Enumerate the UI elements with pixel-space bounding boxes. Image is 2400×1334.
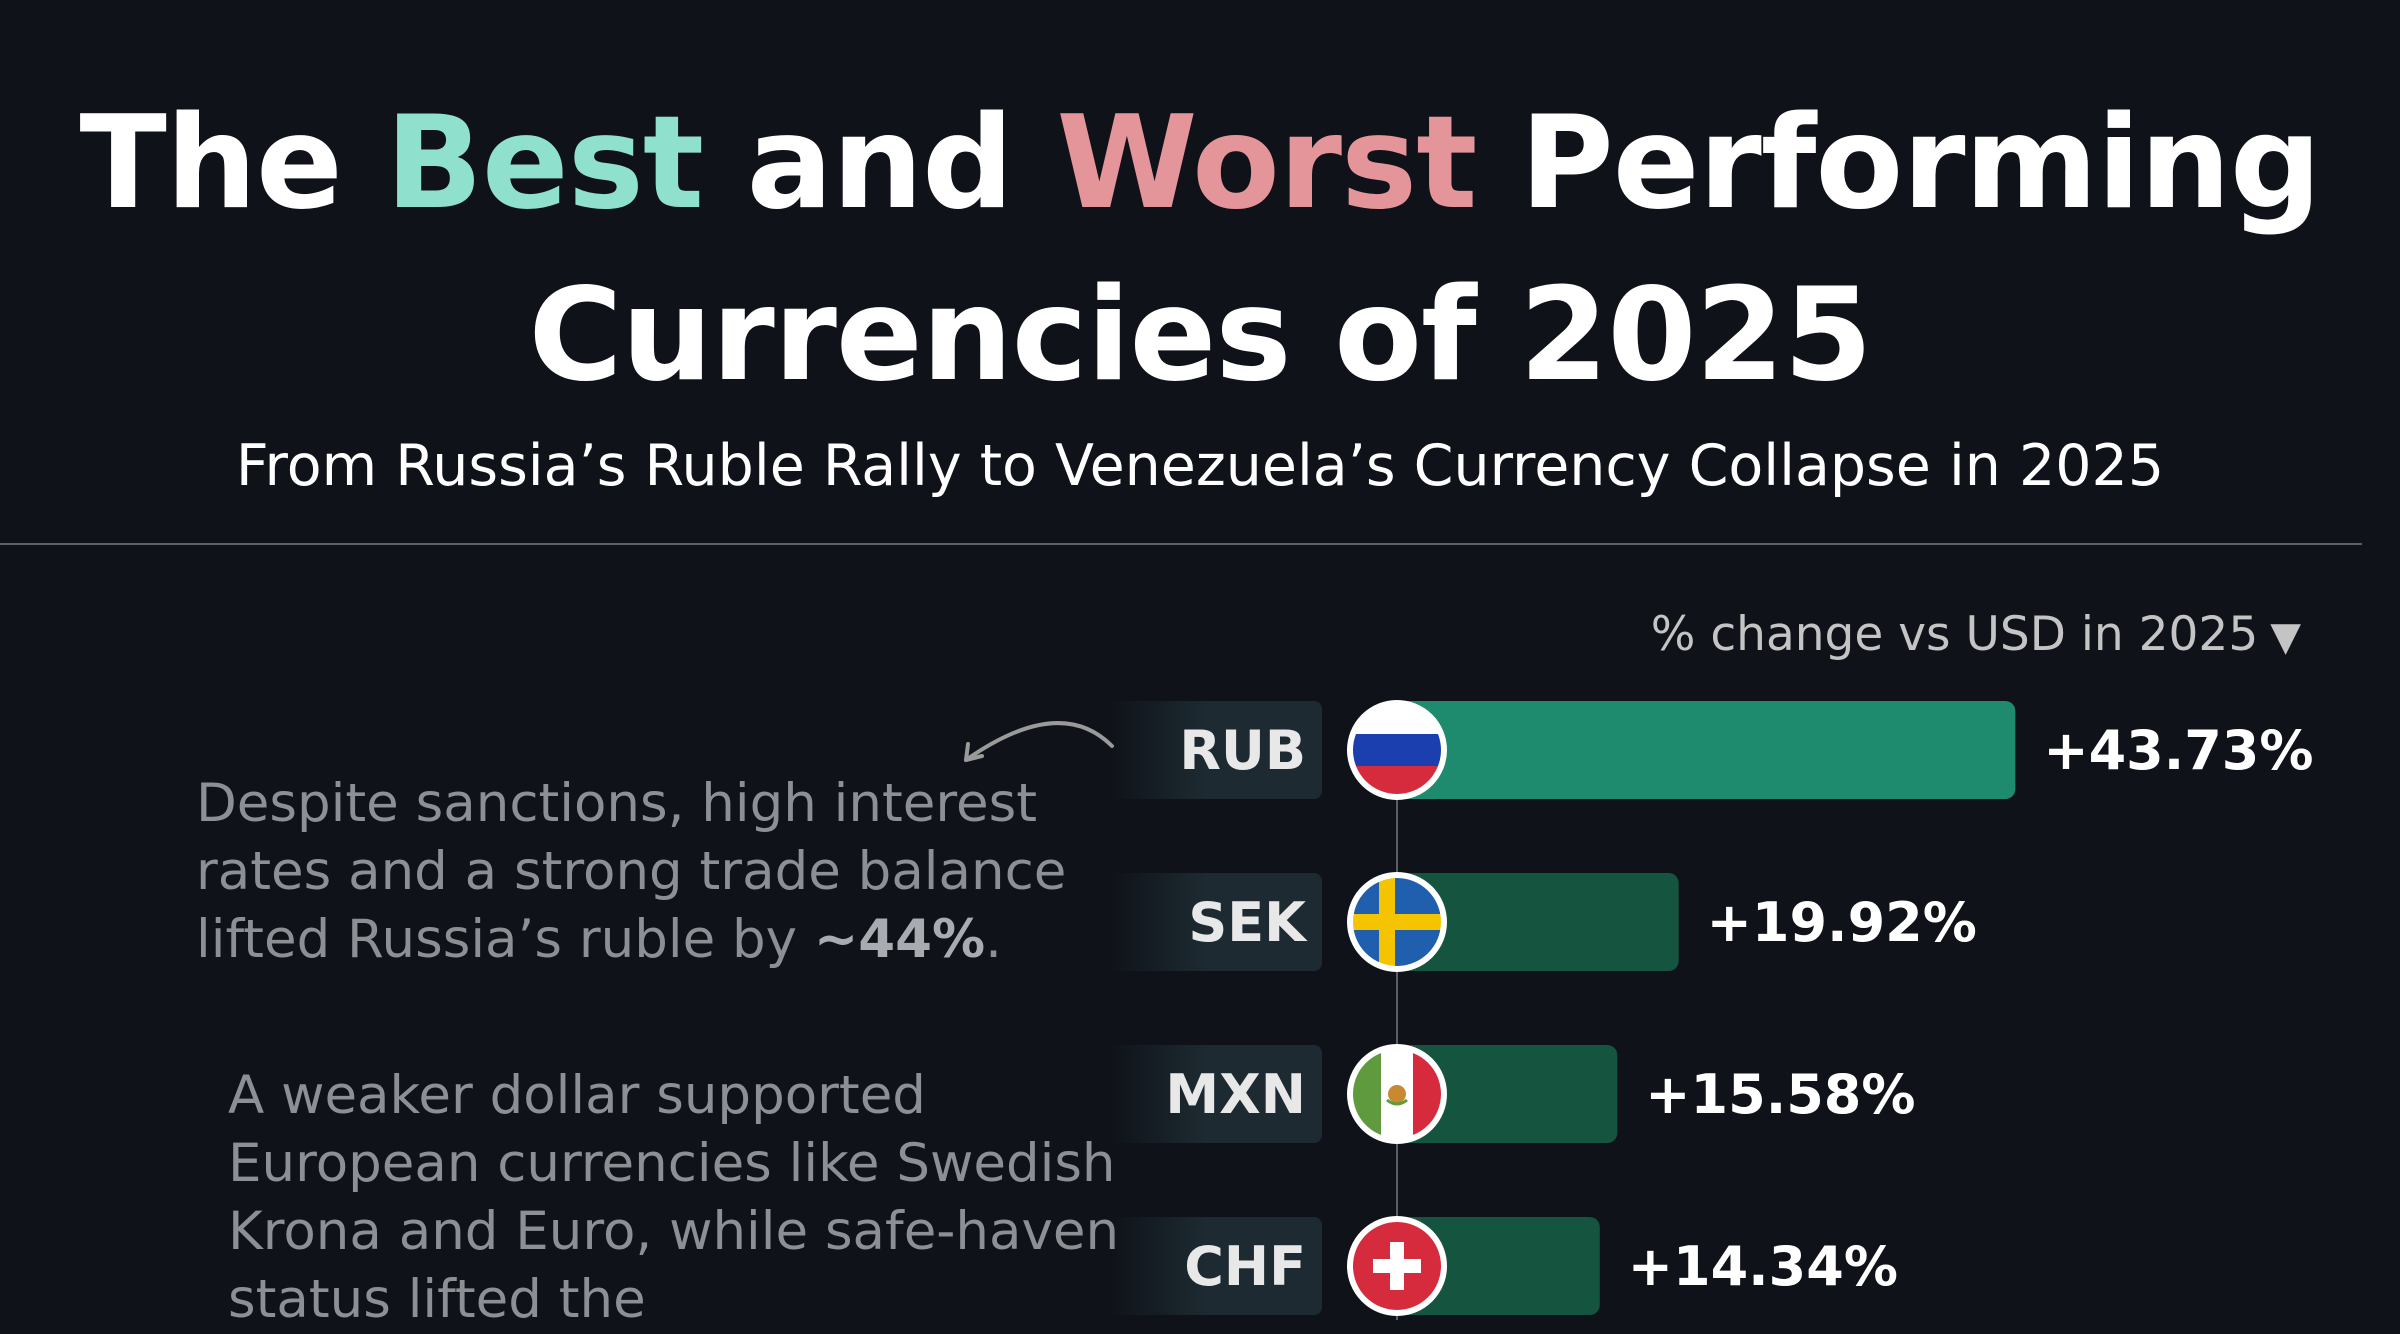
triangle-down-icon: ▼ — [2270, 614, 2301, 660]
category-label: SEK — [1188, 891, 1308, 954]
title-best-word: Best — [385, 89, 704, 238]
value-label: +14.34% — [1628, 1235, 1898, 1298]
russia-flag-icon — [1347, 700, 1447, 800]
bar-chf — [1397, 1217, 1600, 1315]
curved-arrow-icon — [964, 721, 1114, 762]
page-subtitle: From Russia’s Ruble Rally to Venezuela’s… — [235, 433, 2165, 499]
bar-mxn — [1397, 1045, 1618, 1143]
page-title-line1: The Best and Worst Performing — [79, 89, 2322, 238]
label-tab — [1110, 701, 1322, 799]
annotation-european: A weaker dollar supported European curre… — [228, 1065, 1120, 1330]
value-label: +19.92% — [1707, 891, 1977, 954]
switzerland-flag-icon — [1347, 1216, 1447, 1316]
label-tab — [1110, 873, 1322, 971]
category-label: CHF — [1184, 1235, 1306, 1298]
bar-rub — [1397, 701, 2016, 799]
value-label: +15.58% — [1645, 1063, 1915, 1126]
annotation-highlight: ~44% — [813, 909, 986, 970]
annotation-ruble: Despite sanctions, high interest rates a… — [196, 773, 1067, 970]
label-tab — [1110, 1217, 1322, 1315]
category-label: RUB — [1179, 719, 1306, 782]
header-divider — [0, 543, 2362, 545]
label-tab — [1110, 1045, 1322, 1143]
bar-sek — [1397, 873, 1679, 971]
title-worst-word: Worst — [1056, 89, 1477, 238]
value-label: +43.73% — [2043, 719, 2313, 782]
page-title-line2: Currencies of 2025 — [528, 261, 1873, 410]
mexico-flag-icon — [1347, 1044, 1447, 1144]
axis-caption: % change vs USD in 2025 ▼ — [1650, 607, 2301, 662]
category-label: MXN — [1165, 1063, 1306, 1126]
sweden-flag-icon — [1347, 872, 1447, 972]
